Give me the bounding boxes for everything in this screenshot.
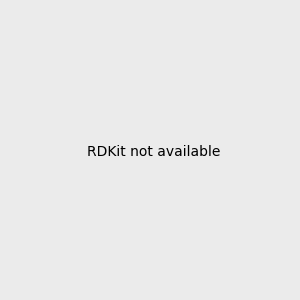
- Text: RDKit not available: RDKit not available: [87, 145, 220, 158]
